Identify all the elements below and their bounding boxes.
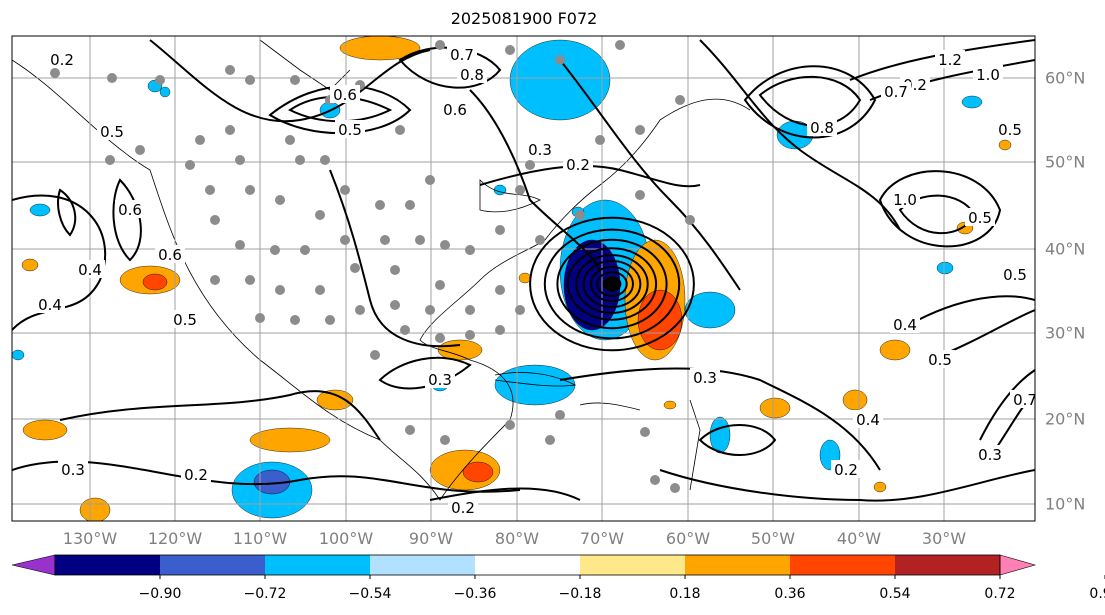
colorbar-tick-label: 0.36 [774, 586, 806, 602]
lat-label: 40°N [1045, 239, 1086, 259]
contour-label: 0.5 [1003, 266, 1027, 284]
contour-label: 0.8 [460, 66, 484, 84]
contour-label: 0.5 [338, 121, 362, 139]
colorbar-tick-label: 0.72 [984, 586, 1016, 602]
contour-label: 0.8 [810, 119, 834, 137]
contour-label: 0.7 [1013, 391, 1037, 409]
colorbar-tick-label: −0.72 [243, 586, 287, 602]
contour-label: 0.4 [893, 316, 917, 334]
lat-label: 10°N [1045, 494, 1086, 514]
lon-label: 50°W [750, 529, 796, 548]
contour-label: 0.2 [566, 156, 590, 174]
map-frame [11, 35, 1036, 522]
contour-label: 1.0 [976, 66, 1000, 84]
contour-label: 0.7 [450, 46, 474, 64]
contour-label: 1.2 [938, 51, 962, 69]
lon-label: 120°W [147, 529, 203, 548]
lon-label: 130°W [62, 529, 118, 548]
contour-label: 0.5 [998, 121, 1022, 139]
contour-label: 0.2 [184, 466, 208, 484]
colorbar-tick-label: 0.54 [879, 586, 911, 602]
contour-label: 0.5 [100, 123, 124, 141]
colorbar-tick-label: −0.18 [558, 586, 602, 602]
lon-label: 60°W [665, 529, 711, 548]
contour-label: 0.3 [978, 446, 1002, 464]
graticule [12, 36, 1035, 521]
contour-label: 0.3 [693, 369, 717, 387]
lat-label: 50°N [1045, 152, 1086, 172]
colorbar-tick-label: −0.90 [138, 586, 182, 602]
contour-label: 0.3 [528, 141, 552, 159]
lon-label: 90°W [408, 529, 454, 548]
contour-label: 0.2 [451, 499, 475, 517]
contour-label: 0.6 [333, 86, 357, 104]
contour-label: 0.6 [158, 246, 182, 264]
contour-label: 0.4 [856, 411, 880, 429]
lat-label: 60°N [1045, 68, 1086, 88]
colorbar-tick-label: −0.54 [348, 586, 392, 602]
colorbar-tick-label: 0.18 [669, 586, 701, 602]
lon-label: 30°W [921, 529, 967, 548]
lon-label: 70°W [579, 529, 625, 548]
colorbar-tick-label: −0.36 [453, 586, 497, 602]
lon-label: 80°W [494, 529, 540, 548]
contour-label: 0.3 [428, 371, 452, 389]
contour-label: 0.2 [50, 51, 74, 69]
contour-label: 0.2 [834, 461, 858, 479]
contour-label: 0.6 [443, 101, 467, 119]
contour-label: 0.3 [61, 461, 85, 479]
lon-label: 40°W [836, 529, 882, 548]
station-markers [50, 40, 695, 493]
contour-label: 0.6 [118, 201, 142, 219]
contour-label: 0.4 [38, 296, 62, 314]
lon-label: 110°W [232, 529, 288, 548]
contour-labels: 0.2 0.7 0.8 0.6 0.6 0.5 0.5 0.6 0.2 0.3 0.2 1.2 1.0 0… [35, 45, 1037, 517]
map-title: 2025081900 F072 [450, 9, 598, 28]
contour-label: 0.5 [928, 351, 952, 369]
lon-label: 100°W [318, 529, 374, 548]
coastlines [12, 39, 751, 501]
contour-label: 0.7 [884, 83, 908, 101]
lat-label: 20°N [1045, 409, 1086, 429]
contour-label: 0.5 [173, 311, 197, 329]
lat-label: 30°N [1045, 323, 1086, 343]
colorbar-tick-label: 0.90 [1089, 586, 1105, 602]
contour-label: 1.0 [893, 191, 917, 209]
contour-label: 0.4 [78, 261, 102, 279]
colorbar [11, 554, 1105, 579]
contour-label: 0.5 [968, 209, 992, 227]
